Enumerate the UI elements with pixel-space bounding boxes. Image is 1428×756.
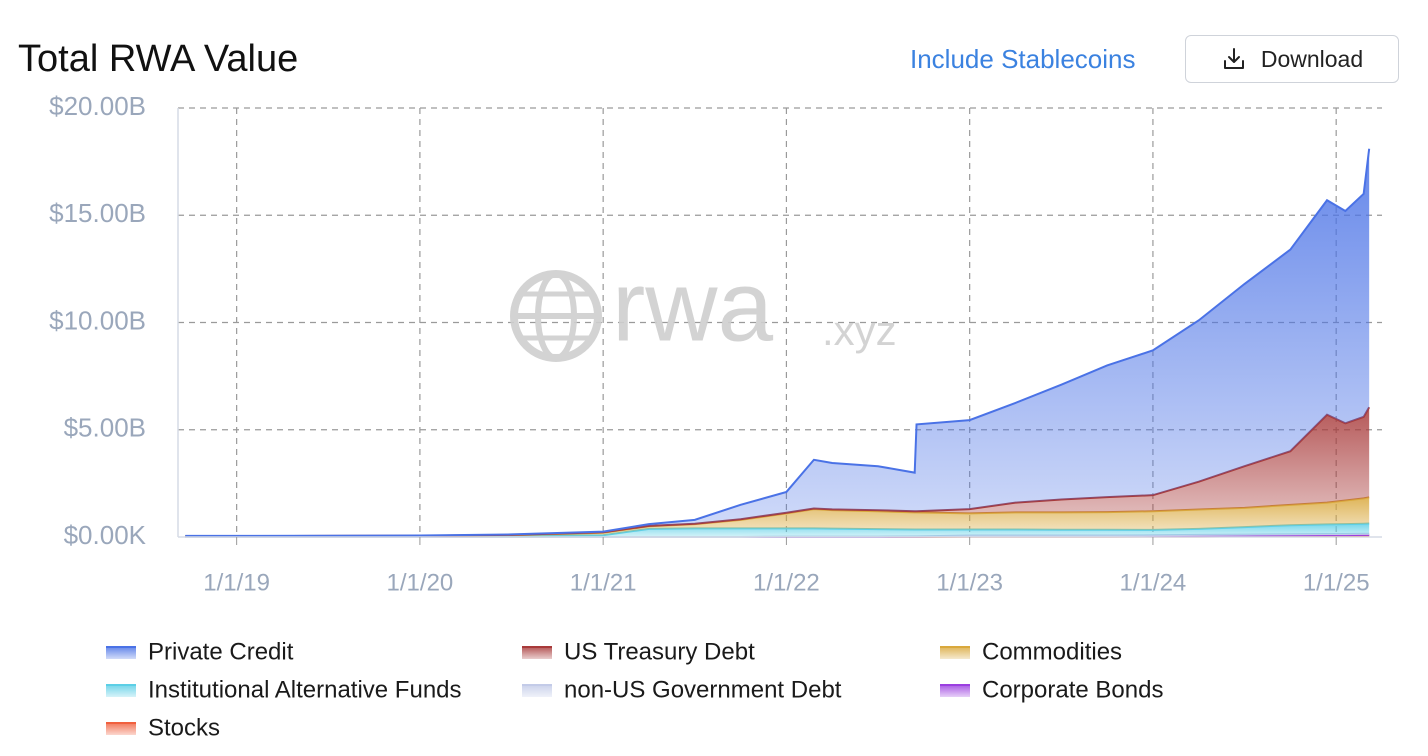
legend-label: Stocks [148,714,220,741]
area [185,497,1370,537]
download-icon [1223,48,1244,69]
legend-label: Corporate Bonds [982,676,1163,703]
y-tick-label: $5.00B [64,413,146,443]
legend-swatch [106,685,136,697]
download-button[interactable]: Download [1185,35,1399,83]
legend-swatch [522,685,552,697]
area-line [185,148,1371,537]
axes: $0.00K $5.00B $10.00B $15.00B $20.00B 1/1/19 1… [49,91,1382,596]
x-tick-label: 1/1/25 [1303,569,1370,596]
watermark-suffix: .xyz [822,307,897,354]
legend-label: Commodities [982,638,1122,665]
legend-swatch [106,647,136,659]
chart-title: Total RWA Value [18,38,299,80]
legend-label: US Treasury Debt [564,638,755,665]
area [185,407,1370,537]
legend-label: Institutional Alternative Funds [148,676,462,703]
y-tick-label: $0.00K [64,520,147,550]
legend-swatch [106,723,136,735]
x-tick-label: 1/1/20 [387,569,454,596]
legend: Private Credit US Treasury Debt Commoditie… [106,638,1163,741]
legend-swatch [940,647,970,659]
x-tick-label: 1/1/21 [570,569,637,596]
y-tick-label: $20.00B [49,91,146,121]
x-tick-label: 1/1/24 [1120,569,1187,596]
download-label: Download [1260,45,1364,72]
x-tick-label: 1/1/22 [753,569,820,596]
area [185,523,1370,537]
y-tick-label: $10.00B [49,305,146,335]
watermark-main: rwa [612,250,774,362]
legend-swatch [940,685,970,697]
legend-label: non-US Government Debt [564,676,842,703]
grid [178,107,1382,537]
area [185,148,1370,537]
areas [185,148,1371,538]
watermark: rwa .xyz [510,250,897,362]
legend-swatch [522,647,552,659]
x-tick-label: 1/1/23 [936,569,1003,596]
x-tick-label: 1/1/19 [203,569,270,596]
include-stablecoins-toggle[interactable]: Include Stablecoins [910,44,1136,74]
legend-label: Private Credit [148,638,294,665]
y-tick-label: $15.00B [49,198,146,228]
